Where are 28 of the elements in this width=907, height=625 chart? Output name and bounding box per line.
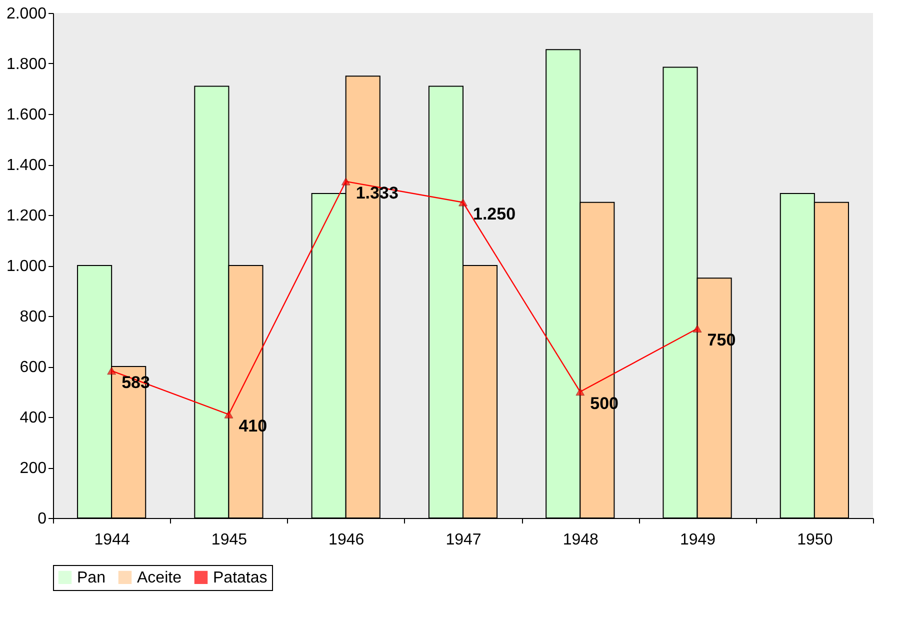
y-tick-label: 1.000 [6, 258, 47, 275]
x-tick-label: 1944 [94, 532, 130, 548]
point [692, 324, 702, 332]
x-tick-label: 1950 [797, 532, 833, 548]
y-tick-label: 600 [20, 359, 47, 376]
point [341, 178, 350, 186]
x-tick-label: 1947 [446, 532, 482, 548]
point [107, 366, 116, 375]
point [224, 410, 234, 418]
y-tick-label: 200 [20, 460, 47, 477]
point [458, 198, 468, 206]
y-tick-label: 0 [38, 510, 47, 528]
y-tick-label: 2.000 [6, 6, 47, 22]
x-tick-label: 1948 [562, 532, 599, 548]
y-tick-label: 1.600 [6, 106, 47, 124]
y-tick-label: 800 [20, 308, 47, 326]
x-tick-label: 1946 [328, 532, 364, 548]
data-label: 1.250 [473, 204, 516, 224]
legend-label: Aceite [137, 569, 182, 586]
legend-label: Pan [77, 569, 106, 586]
legend-label: Patatas [213, 569, 268, 586]
point [576, 388, 585, 396]
y-tick-label: 1.400 [6, 157, 47, 174]
y-tick-label: 400 [20, 410, 47, 426]
x-tick-label: 1945 [211, 532, 248, 548]
y-tick-label: 1.200 [6, 208, 47, 224]
x-tick-label: 1949 [680, 532, 716, 548]
y-tick-label: 1.800 [6, 56, 47, 73]
